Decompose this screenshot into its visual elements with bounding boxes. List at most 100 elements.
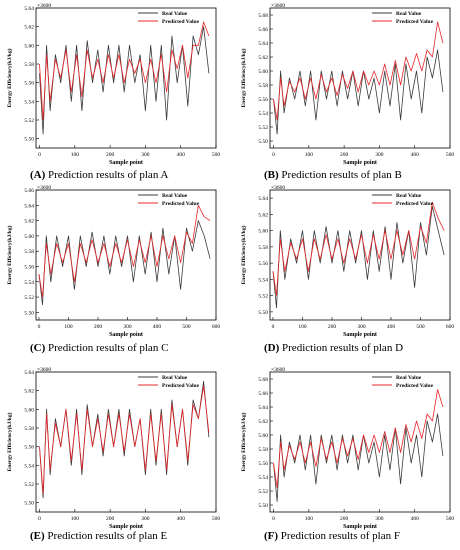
- x-tick-label: 100: [305, 516, 314, 522]
- y-tick-label: 5.62: [258, 212, 268, 218]
- legend-label: Predicted Value: [162, 201, 200, 207]
- x-axis-title: Sample point: [109, 160, 143, 166]
- y-tick-label: 5.60: [24, 234, 34, 240]
- x-axis-title: Sample point: [109, 332, 143, 338]
- y-tick-label: 5.60: [24, 407, 34, 413]
- y-tick-label: 5.52: [24, 118, 34, 124]
- series-line-predicted-value: [273, 21, 444, 121]
- x-tick-label: 200: [328, 324, 337, 330]
- caption-letter: (D): [264, 342, 280, 354]
- caption-text: Prediction results of plan C: [45, 342, 169, 354]
- legend-label: Real Value: [162, 11, 188, 17]
- legend-label: Real Value: [162, 193, 188, 199]
- x-tick-label: 600: [212, 324, 221, 330]
- y-tick-label: 5.56: [24, 81, 34, 87]
- x-tick-label: 100: [64, 324, 73, 330]
- x-tick-label: 300: [141, 152, 150, 158]
- chart-panel-b: ×3600 5.50 5.52 5.54 5.56 5.58 5.60 5.62 5.64 5.6…: [238, 0, 456, 170]
- series-line-predicted-value: [272, 201, 445, 296]
- y-tick-label: 5.64: [258, 41, 268, 47]
- y-axis-title: Energy Efficiency(kJ/kg): [6, 225, 13, 284]
- y-tick-label: 5.52: [258, 294, 268, 300]
- series-line-predicted-value: [39, 21, 210, 121]
- y-tick-label: 5.52: [24, 295, 34, 301]
- y-tick-label: 5.64: [24, 6, 34, 12]
- caption-letter: (C): [30, 342, 46, 354]
- x-tick-label: 500: [182, 324, 191, 330]
- x-tick-label: 200: [106, 516, 115, 522]
- x-tick-label: 200: [340, 516, 349, 522]
- y-tick-label: 5.52: [24, 482, 34, 488]
- chart-svg: ×3600 5.50 5.52 5.54 5.56 5.58 5.60 5.62 5.64 5.6…: [240, 3, 455, 166]
- y-tick-label: 5.50: [258, 310, 268, 316]
- y-tick-label: 5.58: [24, 62, 34, 68]
- x-tick-label: 400: [411, 516, 420, 522]
- x-tick-label: 300: [141, 516, 150, 522]
- x-tick-label: 0: [38, 152, 41, 158]
- legend-label: Real Value: [396, 375, 422, 381]
- caption-text: Prediction results of plan B: [278, 169, 402, 181]
- y-axis-title: Energy Efficiency(kJ/kg): [6, 412, 13, 471]
- y-tick-label: 5.66: [258, 27, 268, 33]
- chart-svg: ×3600 5.50 5.52 5.54 5.56 5.58 5.60 5.62 5.64 0 10…: [6, 367, 220, 530]
- x-axis-title: Sample point: [343, 524, 377, 530]
- chart-panel-a: ×3600 5.50 5.52 5.54 5.56 5.58 5.60 5.62 5.64 0 10…: [4, 0, 222, 170]
- y-tick-label: 5.58: [258, 447, 268, 453]
- y-axis-title: Energy Efficiency(kJ/kg): [6, 48, 13, 107]
- y-tick-label: 5.60: [258, 433, 268, 439]
- plot-frame: [269, 371, 451, 513]
- caption-f: (F) Prediction results of plan F: [264, 530, 400, 542]
- caption-c: (C) Prediction results of plan C: [30, 342, 168, 354]
- x-tick-label: 0: [272, 152, 275, 158]
- chart-svg: ×3600 5.50 5.52 5.54 5.56 5.58 5.60 5.62 5.64 5.6…: [6, 185, 221, 338]
- axis-multiplier-label: ×3600: [37, 367, 51, 373]
- caption-text: Prediction results of plan D: [279, 342, 404, 354]
- y-tick-label: 5.56: [24, 445, 34, 451]
- caption-letter: (B): [264, 169, 279, 181]
- x-tick-label: 400: [177, 516, 186, 522]
- axis-multiplier-label: ×3600: [37, 3, 51, 9]
- series-line-real-value: [39, 380, 210, 499]
- x-tick-label: 0: [272, 516, 275, 522]
- legend-label: Real Value: [396, 193, 422, 199]
- caption-a: (A) Prediction results of plan A: [30, 169, 168, 181]
- series-line-predicted-value: [38, 204, 211, 298]
- axis-multiplier-label: ×3600: [271, 3, 285, 9]
- caption-text: Prediction results of plan F: [278, 530, 400, 542]
- y-tick-label: 5.58: [24, 249, 34, 255]
- chart-svg: ×3600 5.50 5.52 5.54 5.56 5.58 5.60 5.62 5.64 0 10…: [240, 185, 455, 338]
- series-line-real-value: [39, 26, 210, 135]
- x-tick-label: 300: [123, 324, 132, 330]
- y-tick-label: 5.50: [24, 310, 34, 316]
- axis-multiplier-label: ×3600: [271, 185, 285, 191]
- x-tick-label: 600: [446, 324, 455, 330]
- y-tick-label: 5.58: [258, 245, 268, 251]
- x-tick-label: 400: [153, 324, 162, 330]
- x-tick-label: 200: [106, 152, 115, 158]
- y-tick-label: 5.58: [258, 83, 268, 89]
- chart-svg: ×3600 5.50 5.52 5.54 5.56 5.58 5.60 5.62 5.64 0 10…: [6, 3, 220, 166]
- plot-frame: [269, 7, 451, 149]
- x-tick-label: 300: [357, 324, 366, 330]
- x-tick-label: 0: [38, 516, 41, 522]
- caption-letter: (E): [30, 530, 45, 542]
- x-tick-label: 500: [446, 152, 455, 158]
- y-tick-label: 5.58: [24, 426, 34, 432]
- series-line-real-value: [273, 413, 444, 502]
- y-tick-label: 5.54: [258, 111, 268, 117]
- y-tick-label: 5.50: [258, 139, 268, 145]
- y-tick-label: 5.50: [24, 137, 34, 143]
- axis-multiplier-label: ×3600: [37, 185, 51, 191]
- x-axis-title: Sample point: [109, 524, 143, 530]
- y-tick-label: 5.60: [24, 43, 34, 49]
- y-tick-label: 5.68: [258, 13, 268, 19]
- y-tick-label: 5.52: [258, 125, 268, 131]
- x-tick-label: 0: [38, 324, 41, 330]
- series-line-real-value: [38, 220, 211, 306]
- x-tick-label: 500: [446, 516, 455, 522]
- chart-panel-c: ×3600 5.50 5.52 5.54 5.56 5.58 5.60 5.62 5.64 5.6…: [4, 182, 222, 342]
- y-tick-label: 5.62: [258, 419, 268, 425]
- plot-frame: [269, 189, 451, 321]
- legend-label: Predicted Value: [396, 201, 434, 207]
- y-axis-title: Energy Efficiency(kJ/kg): [240, 225, 247, 284]
